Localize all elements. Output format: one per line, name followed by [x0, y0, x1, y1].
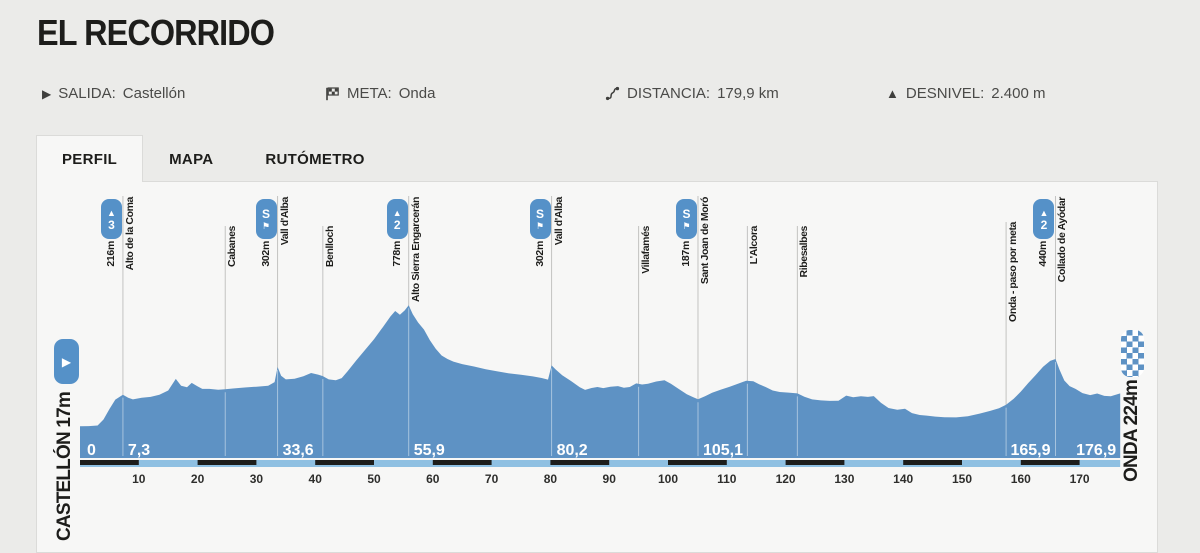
scale-bar-segment: [668, 460, 727, 465]
info-label: META:: [347, 85, 392, 102]
axis-tick-label: 60: [426, 472, 440, 486]
axis-tick-label: 20: [191, 472, 205, 486]
axis-tick-label: 170: [1070, 472, 1090, 486]
km-label: 33,6: [283, 442, 314, 459]
axis-tick-label: 150: [952, 472, 972, 486]
km-label: 105,1: [703, 442, 743, 459]
axis-tick-label: 40: [309, 472, 323, 486]
axis-tick-label: 160: [1011, 472, 1031, 486]
scale-bar-segment: [315, 460, 374, 465]
stage-distance-info: DISTANCIA: 179,9 km: [605, 85, 779, 102]
km-label: 165,9: [1010, 442, 1050, 459]
axis-tick-label: 140: [893, 472, 913, 486]
axis-tick-label: 130: [834, 472, 854, 486]
scale-bar-segment: [903, 460, 962, 465]
info-value: Onda: [398, 85, 436, 102]
axis-tick-label: 50: [367, 472, 381, 486]
scale-bar-segment: [1020, 460, 1080, 465]
axis-tick-label: 90: [603, 472, 617, 486]
axis-tick-label: 100: [658, 472, 678, 486]
axis-tick-label: 80: [544, 472, 558, 486]
profile-panel: [36, 181, 1158, 553]
mountain-icon: ▲: [886, 85, 899, 101]
km-label: 55,9: [414, 442, 445, 459]
axis-tick-label: 110: [717, 472, 737, 486]
finish-flag-icon: [325, 86, 340, 101]
axis-tick-label: 120: [776, 472, 796, 486]
scale-bar-segment: [550, 460, 610, 465]
info-label: DISTANCIA:: [627, 85, 711, 102]
tab-perfil[interactable]: PERFIL: [36, 135, 144, 182]
km-label-start: 0: [87, 442, 96, 459]
play-icon: ▶: [42, 86, 52, 101]
stage-finish-info: META: Onda: [325, 85, 435, 102]
stage-elevation-gain-info: ▲ DESNIVEL: 2.400 m: [886, 85, 1045, 102]
stage-start-info: ▶ SALIDA: Castellón: [42, 85, 185, 102]
info-value: 2.400 m: [991, 85, 1046, 102]
info-value: 179,9 km: [717, 85, 779, 102]
scale-bar-segment: [80, 460, 139, 465]
km-label: 80,2: [557, 442, 588, 459]
scale-bar-segment: [785, 460, 845, 465]
info-value: Castellón: [122, 85, 186, 102]
axis-tick-label: 30: [250, 472, 264, 486]
axis-tick-label: 70: [485, 472, 499, 486]
page-title: EL RECORRIDO: [37, 12, 275, 53]
info-label: DESNIVEL:: [905, 85, 985, 102]
info-label: SALIDA:: [58, 85, 116, 102]
axis-tick-label: 10: [132, 472, 146, 486]
scale-bar-segment: [197, 460, 257, 465]
view-tabs: PERFIL MAPA RUTÓMETRO: [36, 135, 391, 182]
km-label: 7,3: [128, 442, 150, 459]
tab-rutometro[interactable]: RUTÓMETRO: [265, 150, 365, 168]
elevation-area: [80, 305, 1121, 458]
tab-mapa[interactable]: MAPA: [169, 150, 214, 168]
route-icon: [605, 86, 620, 101]
km-label-finish: 176,9: [1076, 442, 1116, 459]
scale-bar-segment: [432, 460, 492, 465]
